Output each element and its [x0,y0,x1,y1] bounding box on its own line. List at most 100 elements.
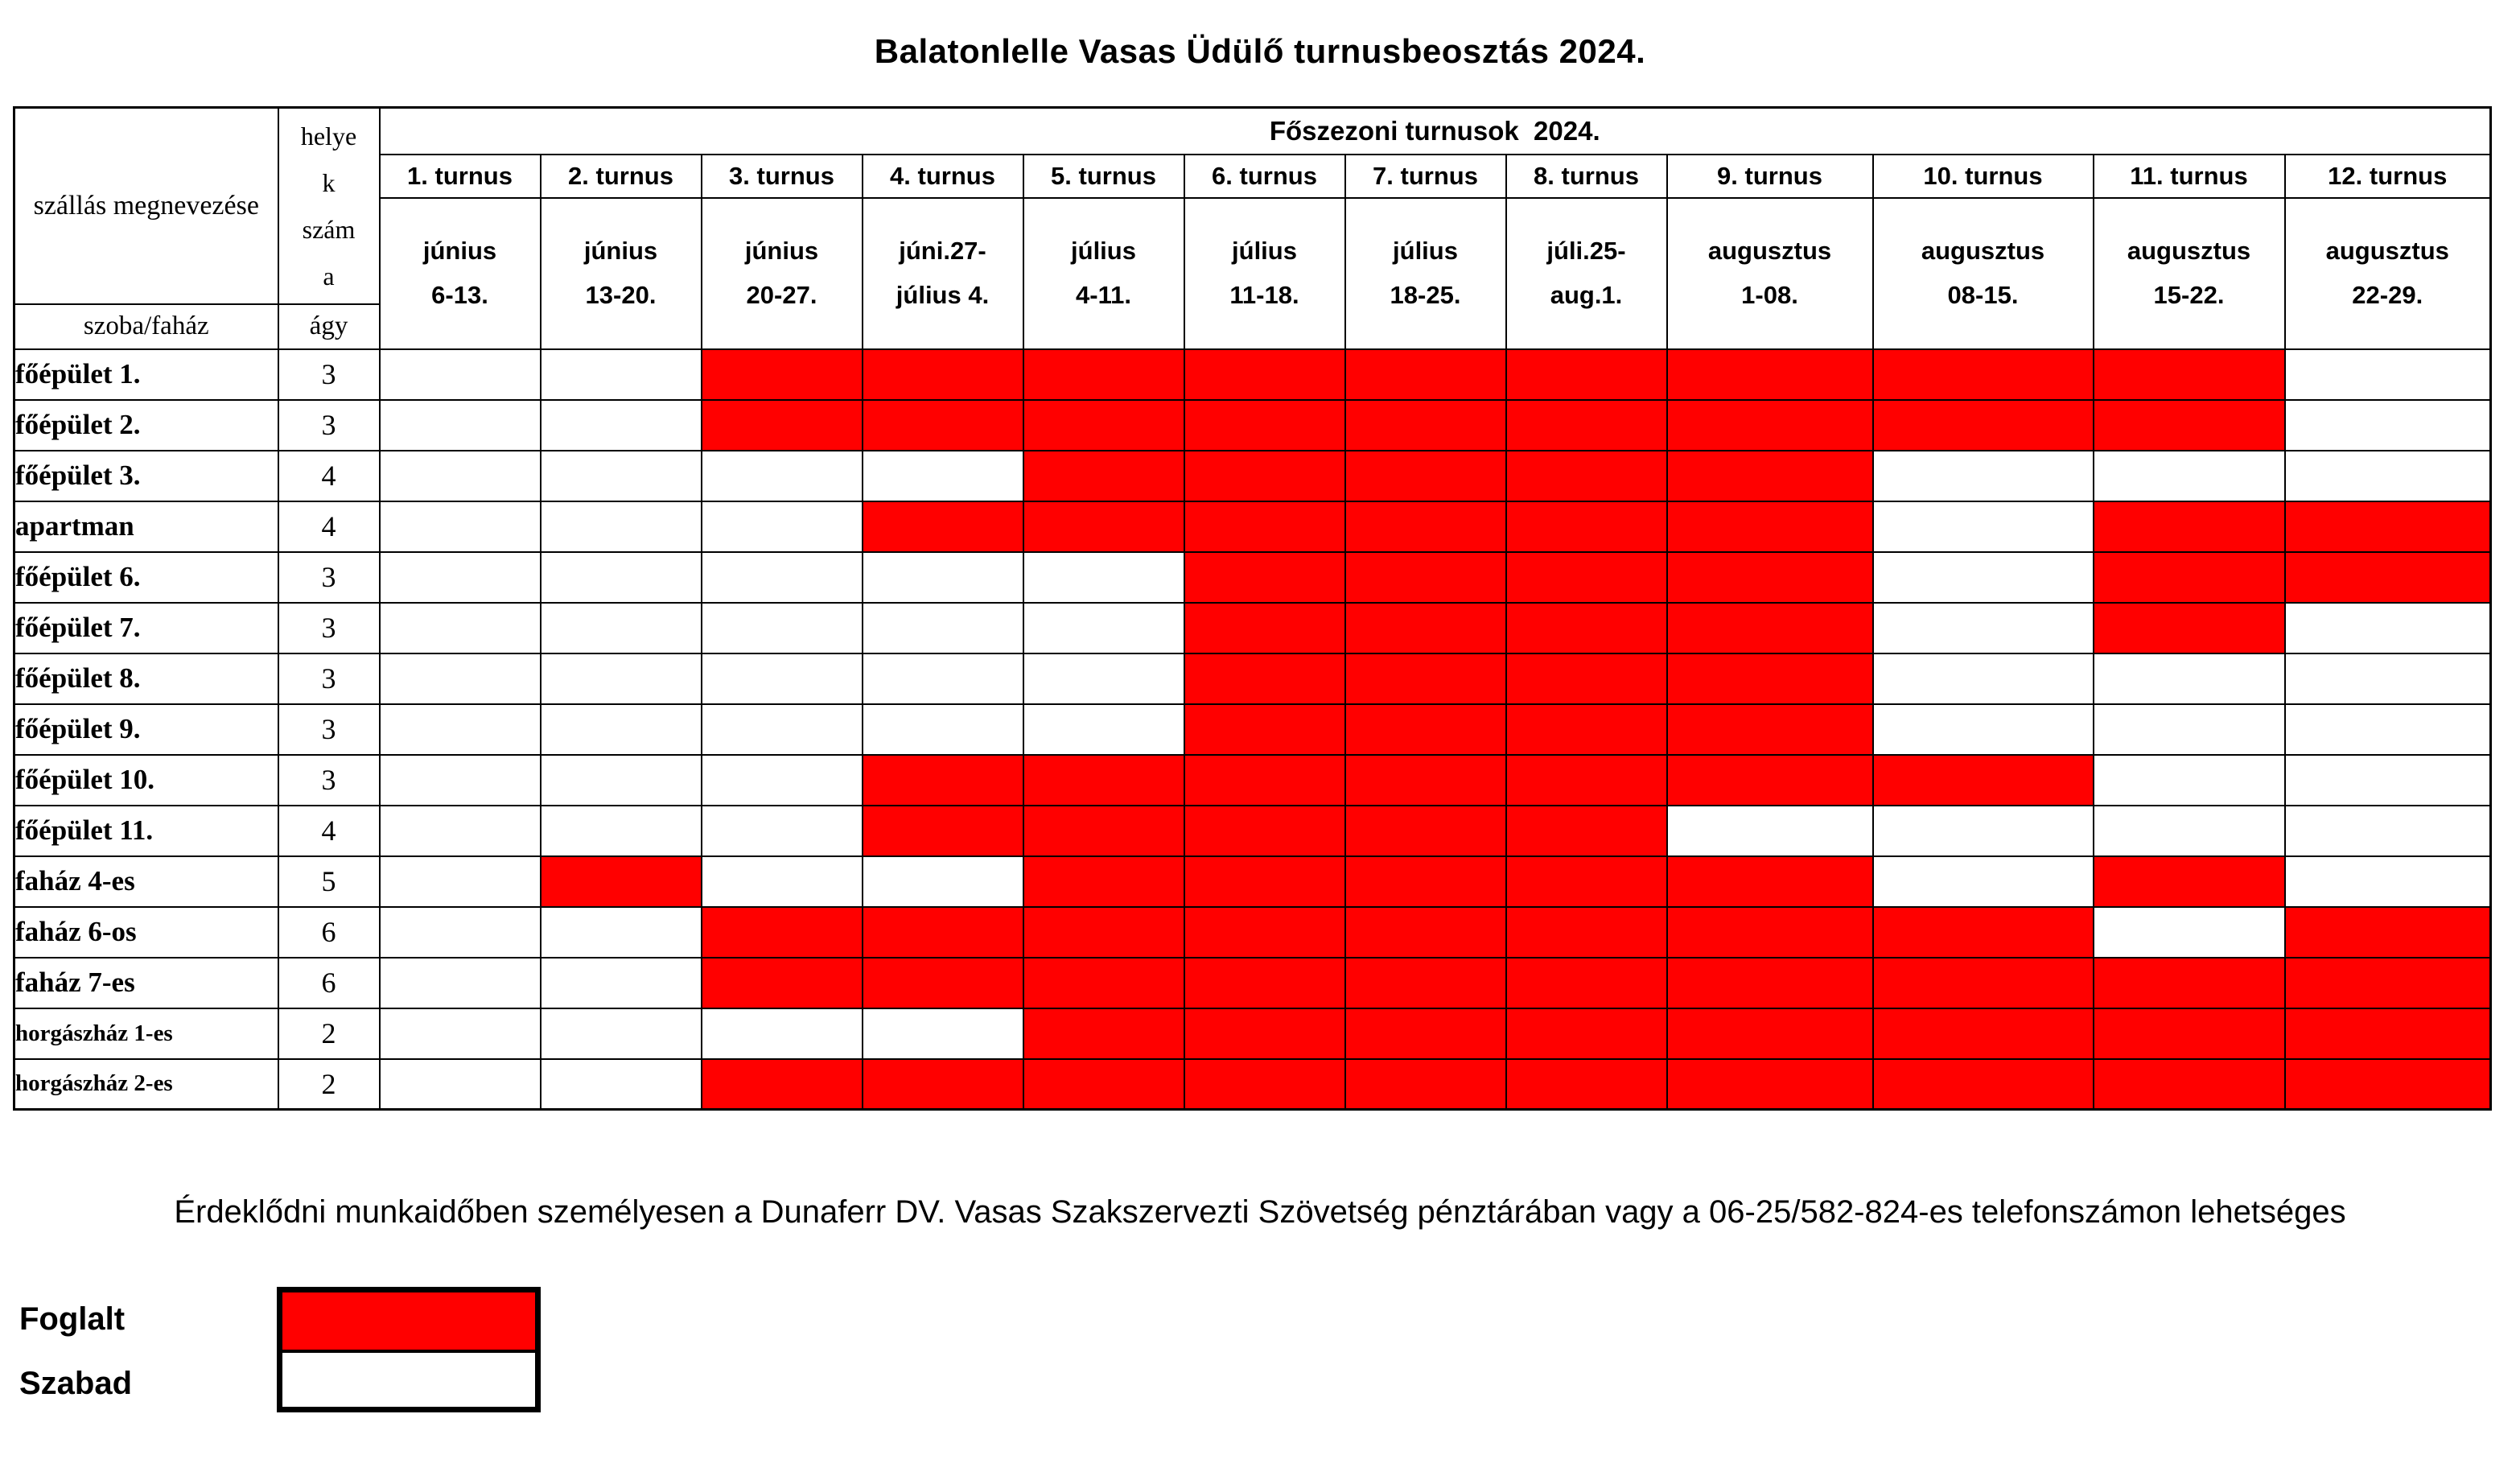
occupancy-cell [1344,348,1507,401]
beds-count: 3 [277,398,381,451]
legend-label-free: Szabad [19,1365,133,1401]
occupancy-cell [1022,1007,1185,1060]
occupancy-cell [2283,398,2492,451]
occupancy-cell [700,753,863,806]
occupancy-cell [1871,855,2094,908]
occupancy-cell [539,1057,702,1111]
occupancy-cell [2092,398,2286,451]
occupancy-cell [1344,449,1507,502]
room-name: horgászház 2-es [13,1057,279,1111]
occupancy-cell [2092,905,2286,958]
occupancy-cell [700,1007,863,1060]
occupancy-cell [1183,398,1346,451]
occupancy-cell [1505,703,1668,756]
occupancy-cell [2283,348,2492,401]
occupancy-cell [1871,500,2094,553]
occupancy-cell [1666,500,1874,553]
beds-count: 3 [277,601,381,654]
room-name: főépület 3. [13,449,279,502]
occupancy-cell [1871,905,2094,958]
legend-swatch-free [282,1350,535,1407]
occupancy-cell [2283,1057,2492,1111]
turnus-label-6: 6. turnus [1183,153,1346,199]
occupancy-cell [378,1007,541,1060]
occupancy-cell [700,500,863,553]
occupancy-cell [2092,855,2286,908]
room-name: faház 4-es [13,855,279,908]
occupancy-cell [378,956,541,1009]
beds-count: 3 [277,753,381,806]
occupancy-cell [1344,905,1507,958]
room-name: főépület 8. [13,652,279,705]
turnus-label-row: 1. turnus 2. turnus 3. turnus 4. turnus 5. t… [14,153,2492,199]
occupancy-cell [2283,753,2492,806]
occupancy-cell [378,753,541,806]
turnus-label-3: 3. turnus [700,153,863,199]
occupancy-cell [1183,550,1346,604]
occupancy-cell [1871,601,2094,654]
table-row: faház 4-es 5 [13,855,2492,908]
occupancy-cell [1871,652,2094,705]
table-row: főépület 3. 4 [13,449,2492,502]
season-header: Főszezoni turnusok 2024. [378,106,2492,155]
occupancy-cell [2283,601,2492,654]
occupancy-cell [700,348,863,401]
room-name: főépület 10. [13,753,279,806]
occupancy-cell [2092,449,2286,502]
room-name: faház 7-es [13,956,279,1009]
occupancy-cell [378,348,541,401]
occupancy-cell [861,855,1024,908]
occupancy-cell [700,703,863,756]
table-row: főépület 1. 3 [13,348,2492,401]
occupancy-cell [1666,855,1874,908]
occupancy-cell [700,956,863,1009]
occupancy-cell [1022,449,1185,502]
occupancy-cell [1666,398,1874,451]
occupancy-cell [700,550,863,604]
legend-swatches [277,1287,541,1412]
occupancy-cell [1666,652,1874,705]
turnus-label-2: 2. turnus [539,153,702,199]
occupancy-cell [1022,753,1185,806]
occupancy-cell [1666,804,1874,857]
occupancy-cell [1022,804,1185,857]
table-row: főépület 8. 3 [13,652,2492,705]
occupancy-cell [1505,500,1668,553]
contact-info: Érdeklődni munkaidőben személyesen a Dun… [174,1194,2346,1230]
occupancy-cell [1183,652,1346,705]
occupancy-cell [539,956,702,1009]
occupancy-cell [1666,449,1874,502]
occupancy-cell [1505,601,1668,654]
turnus-label-8: 8. turnus [1505,153,1668,199]
turnus-date-11: augusztus 15-22. [2092,196,2286,350]
room-name: főépület 2. [13,398,279,451]
turnus-label-9: 9. turnus [1666,153,1874,199]
occupancy-cell [378,1057,541,1111]
table-row: főépület 10. 3 [13,753,2492,806]
occupancy-cell [700,449,863,502]
occupancy-cell [378,703,541,756]
occupancy-cell [1666,703,1874,756]
legend-labels: Foglalt Szabad [19,1287,277,1416]
occupancy-cell [1505,449,1668,502]
room-name: apartman [13,500,279,553]
occupancy-cell [861,500,1024,553]
occupancy-cell [1871,1057,2094,1111]
beds-count: 3 [277,550,381,604]
occupancy-cell [1666,601,1874,654]
occupancy-cell [700,1057,863,1111]
occupancy-cell [1344,956,1507,1009]
turnus-label-7: 7. turnus [1344,153,1507,199]
occupancy-cell [1344,652,1507,705]
occupancy-cell [378,449,541,502]
occupancy-cell [861,398,1024,451]
occupancy-cell [1183,348,1346,401]
occupancy-cell [2092,500,2286,553]
occupancy-cell [2283,1007,2492,1060]
accommodation-header: szállás megnevezése [13,106,279,305]
occupancy-cell [1344,500,1507,553]
beds-count: 6 [277,905,381,958]
occupancy-cell [2092,601,2286,654]
occupancy-cell [861,956,1024,1009]
occupancy-cell [378,652,541,705]
